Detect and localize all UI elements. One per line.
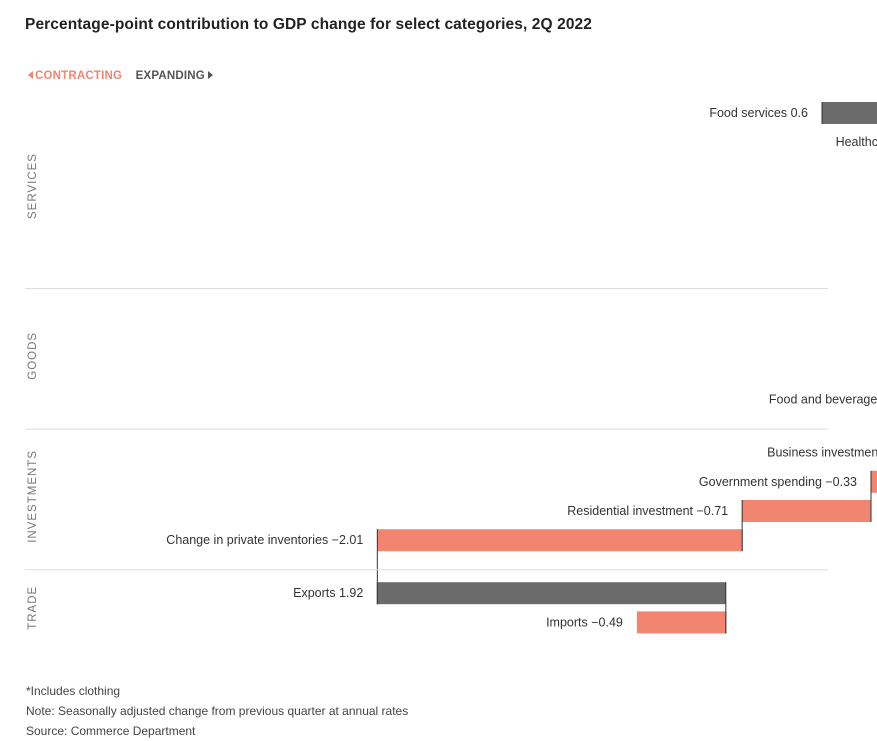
note: Note: Seasonally adjusted change from pr…: [26, 704, 409, 718]
bar-label: Exports 1.92: [293, 586, 363, 600]
footnote: *Includes clothing: [26, 684, 121, 698]
bar: [871, 470, 877, 493]
notes: *Includes clothing Note: Seasonally adju…: [26, 681, 408, 741]
bar-label: Food and beverages −0.65: [769, 393, 877, 407]
bar: [377, 582, 726, 605]
right-triangle-icon: [207, 71, 213, 79]
bar: [377, 529, 743, 552]
group-label: INVESTMENTS: [27, 450, 39, 543]
bar: [636, 611, 726, 634]
bar-label: Imports −0.49: [546, 615, 623, 629]
legend-contracting: CONTRACTING: [28, 70, 122, 82]
legend-expanding: EXPANDING: [136, 70, 213, 82]
waterfall-chart: Food services 0.6Healthcare 0.4Other ser…: [25, 102, 877, 634]
bar-label: Change in private inventories −2.01: [166, 533, 363, 547]
bar-label: Residential investment −0.71: [567, 504, 728, 518]
legend-contracting-label: CONTRACTING: [35, 70, 123, 82]
bar-label: Business investment −0.01: [767, 446, 877, 460]
group-label: GOODS: [27, 332, 39, 380]
group-label: TRADE: [27, 586, 39, 630]
legend-expanding-label: EXPANDING: [135, 70, 205, 82]
bar: [822, 102, 877, 124]
bar: [742, 500, 872, 522]
left-triangle-icon: [28, 71, 33, 79]
source: Source: Commerce Department: [26, 724, 196, 738]
bar-label: Food services 0.6: [709, 106, 808, 120]
bar-label: Government spending −0.33: [699, 475, 857, 489]
bar-label: Healthcare 0.4: [836, 135, 877, 149]
group-label: SERVICES: [27, 153, 39, 219]
legend: CONTRACTING EXPANDING: [28, 70, 223, 82]
chart-title: Percentage-point contribution to GDP cha…: [25, 16, 592, 33]
